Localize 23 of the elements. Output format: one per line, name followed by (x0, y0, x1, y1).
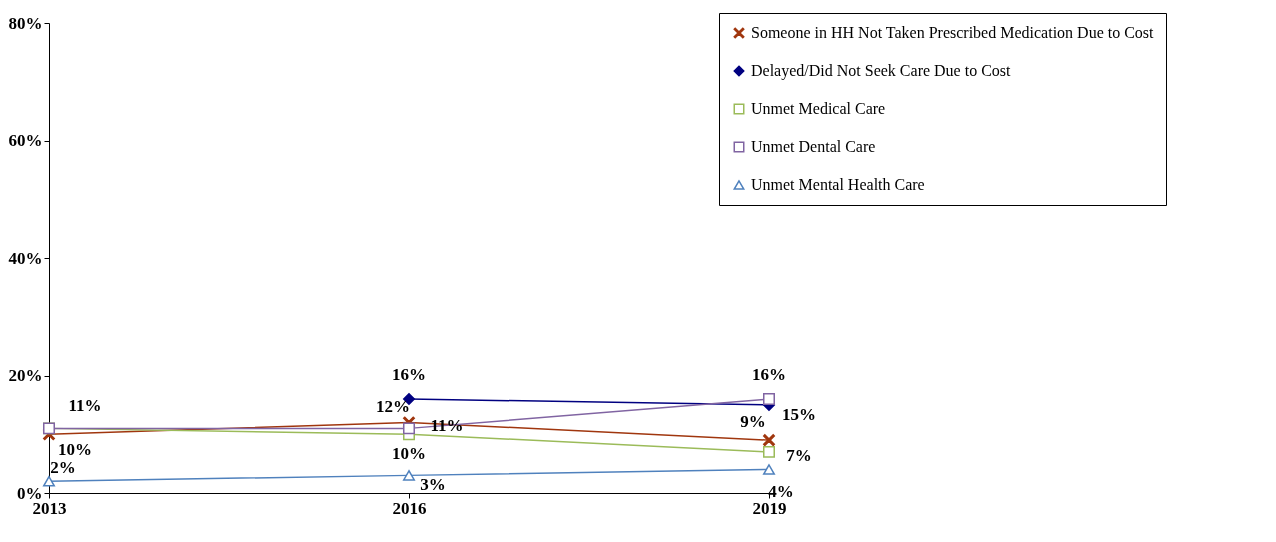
legend-label: Unmet Medical Care (751, 100, 886, 117)
y-tick-label: 80% (8, 13, 43, 33)
data-label: 16% (392, 365, 426, 384)
legend-label: Unmet Mental Health Care (751, 176, 925, 193)
y-tick-label: 20% (8, 366, 43, 385)
y-tick-label: 60% (8, 131, 43, 150)
data-label: 3% (420, 475, 446, 495)
data-label: 16% (752, 365, 786, 384)
data-label: 15% (782, 404, 816, 424)
legend-label: Unmet Dental Care (751, 138, 876, 155)
data-label: 10% (392, 444, 426, 464)
data-label: 10% (58, 440, 92, 460)
y-tick-label: 40% (8, 248, 43, 268)
data-label: 2% (50, 458, 76, 478)
legend-label: Delayed/Did Not Seek Care Due to Cost (751, 62, 1012, 80)
x-tick-label: 2016 (392, 498, 427, 518)
data-label: 4% (768, 481, 794, 501)
data-label: 7% (786, 445, 812, 465)
data-label: 11% (68, 396, 102, 416)
data-label: 9% (740, 412, 766, 432)
data-label: 12% (376, 396, 410, 416)
legend-label: Someone in HH Not Taken Prescribed Medication Due to Cost (751, 24, 1155, 41)
x-tick-label: 2019 (752, 498, 787, 518)
